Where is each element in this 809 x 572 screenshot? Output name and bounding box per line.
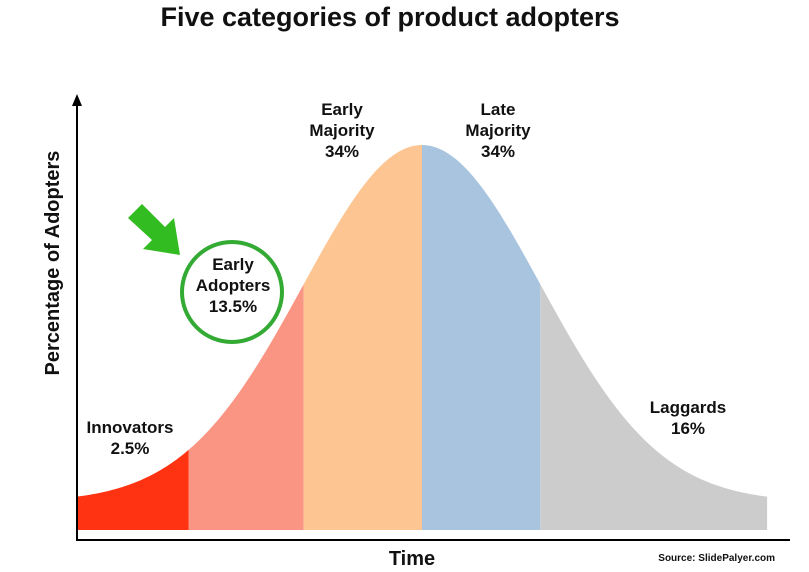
category-word: Late [481,100,516,119]
value-label: 34% [481,142,515,161]
source: Source: SlidePalyer.com [658,553,775,564]
segment-label: Early Adopters 13.5% [196,255,271,316]
segment [422,145,541,530]
chart-title: Five categories of product adopters [160,2,619,32]
category-word: Majority [465,121,531,140]
segment [303,145,422,530]
category-word: Adopters [196,276,271,295]
highlight-arrow [128,204,180,255]
category-name: Laggards [650,398,727,417]
segment [188,284,304,530]
segment-label: Late Majority 34% [465,100,531,161]
category-name: Innovators [87,418,174,437]
value-label: 16% [671,419,705,438]
y-axis-arrow [72,94,82,106]
x-axis-label: Time [389,548,435,570]
segment-label: Early Majority 34% [309,100,375,161]
category-name: Late Majority [465,100,531,140]
value-label: 13.5% [209,297,257,316]
value-label: 2.5% [111,439,150,458]
y-axis-label: Percentage of Adopters [42,151,64,376]
category-name: Early Majority [309,100,375,140]
value-label: 34% [325,142,359,161]
category-name: Early Adopters [196,255,271,295]
segment-label: Innovators 2.5% [87,418,174,458]
category-word: Majority [309,121,375,140]
category-word: Early [212,255,254,274]
segment [540,284,768,530]
segment [76,449,189,530]
category-word: Early [321,100,363,119]
plot-area [76,145,768,530]
segment-label: Laggards 16% [650,398,727,438]
highlight-circle [180,240,284,344]
labels: Innovators 2.5% Early Adopters 13.5% Early Maj… [87,100,727,458]
